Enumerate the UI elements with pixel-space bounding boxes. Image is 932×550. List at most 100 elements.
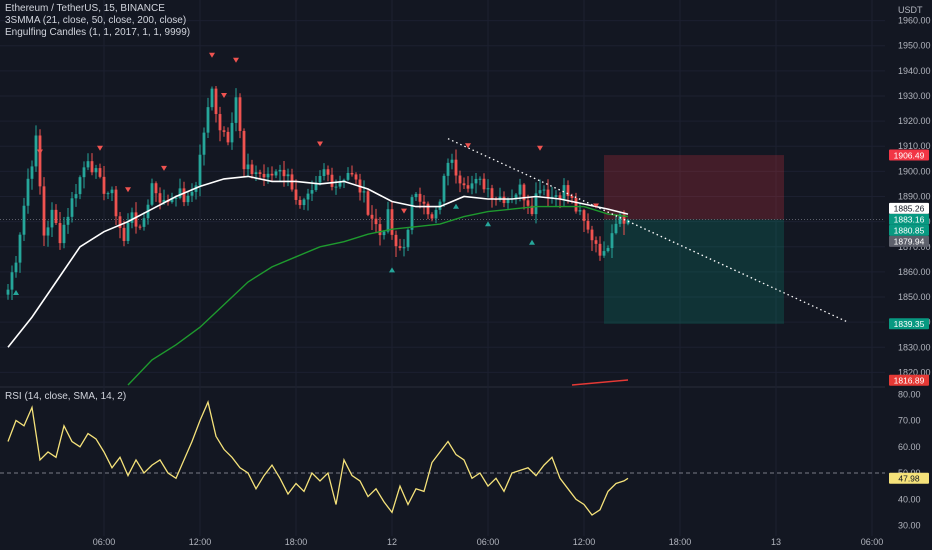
candle-body[interactable] — [602, 251, 606, 256]
candle-body[interactable] — [142, 218, 146, 227]
descending-trendline[interactable] — [447, 138, 849, 323]
candle-body[interactable] — [14, 262, 18, 273]
candle-body[interactable] — [314, 182, 318, 191]
candle-body[interactable] — [254, 172, 258, 175]
candle-body[interactable] — [114, 189, 118, 217]
candle-body[interactable] — [326, 169, 330, 175]
candle-body[interactable] — [38, 135, 42, 187]
candle-body[interactable] — [514, 194, 518, 199]
candle-body[interactable] — [554, 195, 558, 197]
candle-body[interactable] — [202, 132, 206, 155]
candle-body[interactable] — [562, 185, 566, 199]
candle-body[interactable] — [370, 214, 374, 219]
candle-body[interactable] — [274, 171, 278, 176]
sma-50-line[interactable] — [127, 205, 629, 386]
candle-body[interactable] — [614, 223, 618, 234]
candle-body[interactable] — [542, 189, 546, 191]
candle-body[interactable] — [366, 191, 370, 215]
candle-body[interactable] — [422, 201, 426, 204]
candle-body[interactable] — [338, 181, 342, 187]
candle-body[interactable] — [586, 220, 590, 230]
candle-body[interactable] — [246, 164, 250, 170]
candle-body[interactable] — [66, 216, 70, 225]
candle-body[interactable] — [570, 195, 574, 198]
symbol-title[interactable]: Ethereum / TetherUS, 15, BINANCE — [5, 3, 165, 14]
candle-body[interactable] — [310, 190, 314, 194]
candle-body[interactable] — [106, 193, 110, 195]
candle-body[interactable] — [354, 174, 358, 180]
candle-body[interactable] — [190, 191, 194, 196]
candle-body[interactable] — [218, 114, 222, 131]
candle-body[interactable] — [466, 185, 470, 189]
candle-body[interactable] — [610, 233, 614, 249]
candle-body[interactable] — [50, 209, 54, 228]
candle-body[interactable] — [450, 159, 454, 163]
candle-body[interactable] — [30, 166, 34, 179]
candle-body[interactable] — [446, 162, 450, 176]
candle-body[interactable] — [250, 164, 254, 175]
time-axis[interactable]: 06:00 12:00 18:00 12 06:00 12:00 18:00 13 06:00 — [93, 537, 884, 547]
candle-body[interactable] — [574, 197, 578, 212]
candle-body[interactable] — [598, 243, 602, 256]
candle-body[interactable] — [434, 209, 438, 219]
candle-body[interactable] — [138, 226, 142, 228]
candle-body[interactable] — [350, 172, 354, 175]
candle-body[interactable] — [206, 107, 210, 133]
candle-body[interactable] — [294, 189, 298, 200]
candle-body[interactable] — [266, 173, 270, 178]
candle-body[interactable] — [418, 193, 422, 202]
candle-body[interactable] — [582, 210, 586, 221]
moving-averages[interactable] — [7, 175, 629, 386]
take-profit-zone[interactable] — [604, 219, 784, 324]
candle-body[interactable] — [214, 88, 218, 115]
rsi-pane[interactable] — [0, 400, 885, 516]
candle-body[interactable] — [130, 212, 134, 223]
candle-body[interactable] — [594, 240, 598, 244]
candle-body[interactable] — [94, 168, 98, 173]
candle-body[interactable] — [58, 223, 62, 244]
candle-body[interactable] — [258, 172, 262, 174]
candle-body[interactable] — [330, 174, 334, 187]
candle-body[interactable] — [306, 193, 310, 200]
candle-body[interactable] — [90, 161, 94, 173]
candle-body[interactable] — [474, 178, 478, 184]
candle-body[interactable] — [522, 184, 526, 201]
rsi-line[interactable] — [7, 400, 629, 516]
candle-body[interactable] — [234, 97, 238, 123]
candle-body[interactable] — [186, 195, 190, 203]
candle-body[interactable] — [22, 205, 26, 235]
candle-body[interactable] — [198, 154, 202, 186]
candle-body[interactable] — [6, 289, 10, 295]
candle-body[interactable] — [478, 178, 482, 180]
candle-body[interactable] — [414, 193, 418, 198]
candle-body[interactable] — [322, 169, 326, 177]
candle-body[interactable] — [102, 176, 106, 194]
stop-loss-zone[interactable] — [604, 155, 784, 220]
candle-body[interactable] — [442, 175, 446, 202]
candle-body[interactable] — [242, 130, 246, 170]
candle-body[interactable] — [154, 183, 158, 194]
candle-body[interactable] — [134, 212, 138, 227]
sma-200-line[interactable] — [571, 379, 629, 386]
candle-body[interactable] — [286, 174, 290, 177]
candle-body[interactable] — [222, 130, 226, 132]
candle-body[interactable] — [86, 161, 90, 168]
candle-body[interactable] — [270, 173, 274, 176]
candle-body[interactable] — [282, 169, 286, 177]
candle-body[interactable] — [490, 188, 494, 200]
candle-body[interactable] — [98, 168, 102, 177]
candle-body[interactable] — [406, 229, 410, 248]
candle-body[interactable] — [126, 222, 130, 241]
candle-body[interactable] — [82, 167, 86, 178]
candle-body[interactable] — [230, 122, 234, 143]
candle-body[interactable] — [54, 209, 58, 224]
candle-body[interactable] — [158, 193, 162, 203]
candle-body[interactable] — [578, 210, 582, 212]
candle-body[interactable] — [78, 177, 82, 195]
candle-body[interactable] — [558, 195, 562, 199]
candle-body[interactable] — [382, 231, 386, 236]
candle-body[interactable] — [462, 183, 466, 186]
candle-body[interactable] — [174, 197, 178, 199]
candle-body[interactable] — [10, 272, 14, 290]
candle-body[interactable] — [566, 185, 570, 196]
